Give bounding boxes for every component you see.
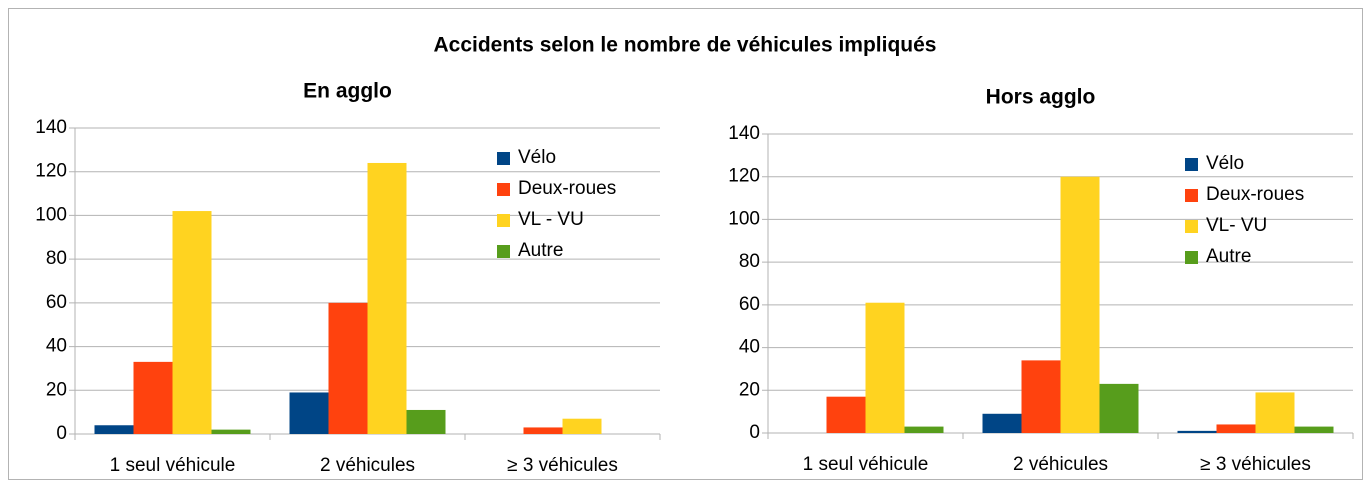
y-tick-label: 0 — [749, 422, 760, 443]
bar — [1294, 426, 1334, 433]
bar — [523, 427, 563, 434]
chart-subtitle: En agglo — [303, 80, 392, 103]
bar — [1255, 392, 1295, 433]
frame — [8, 8, 1363, 480]
legend-swatch — [497, 214, 510, 227]
legend-swatch — [497, 152, 510, 165]
y-tick-label: 120 — [35, 161, 67, 182]
legend-label: Vélo — [518, 147, 556, 168]
bar — [562, 418, 602, 434]
legend-swatch — [1185, 220, 1198, 233]
legend-swatch — [1185, 251, 1198, 264]
chart-subtitle: Hors agglo — [986, 86, 1096, 109]
legend-swatch — [497, 183, 510, 196]
bar — [94, 425, 134, 434]
bar — [328, 302, 368, 434]
legend-label: Autre — [1206, 246, 1251, 267]
chart-title: Accidents selon le nombre de véhicules i… — [434, 34, 937, 57]
bar — [1177, 430, 1217, 433]
y-tick-label: 120 — [728, 166, 760, 187]
y-tick-label: 40 — [739, 337, 760, 358]
bar — [1099, 383, 1139, 433]
x-tick-label: 1 seul véhicule — [803, 454, 929, 475]
x-tick-label: 2 véhicules — [1013, 454, 1108, 475]
x-tick-label: ≥ 3 véhicules — [1200, 454, 1311, 475]
y-tick-label: 40 — [46, 336, 67, 357]
y-tick-label: 20 — [739, 379, 760, 400]
bar — [289, 392, 329, 434]
legend-swatch — [1185, 189, 1198, 202]
x-tick-label: 1 seul véhicule — [110, 455, 236, 476]
y-tick-label: 60 — [739, 294, 760, 315]
bar — [406, 409, 446, 434]
legend-swatch — [497, 245, 510, 258]
y-tick-label: 20 — [46, 379, 67, 400]
bar — [133, 361, 173, 434]
bar — [1216, 424, 1256, 433]
legend-label: Deux-roues — [1206, 184, 1304, 205]
y-tick-label: 60 — [46, 292, 67, 313]
y-tick-label: 80 — [739, 251, 760, 272]
y-tick-label: 80 — [46, 248, 67, 269]
legend-label: VL - VU — [518, 209, 584, 230]
bar — [1021, 360, 1061, 433]
legend-swatch — [1185, 158, 1198, 171]
bar — [367, 162, 407, 434]
y-tick-label: 100 — [728, 208, 760, 229]
x-tick-label: ≥ 3 véhicules — [507, 455, 618, 476]
bar — [982, 413, 1022, 433]
bar — [904, 426, 944, 433]
bar — [172, 211, 212, 434]
bar — [1060, 176, 1100, 433]
y-tick-label: 140 — [728, 123, 760, 144]
bar — [865, 302, 905, 433]
legend-label: Deux-roues — [518, 178, 616, 199]
y-tick-label: 140 — [35, 117, 67, 138]
y-tick-label: 0 — [56, 423, 67, 444]
legend-label: Autre — [518, 240, 563, 261]
y-tick-label: 100 — [35, 204, 67, 225]
legend-label: Vélo — [1206, 153, 1244, 174]
bar — [826, 396, 866, 433]
bar — [211, 429, 251, 434]
legend-label: VL- VU — [1206, 215, 1267, 236]
x-tick-label: 2 véhicules — [320, 455, 415, 476]
